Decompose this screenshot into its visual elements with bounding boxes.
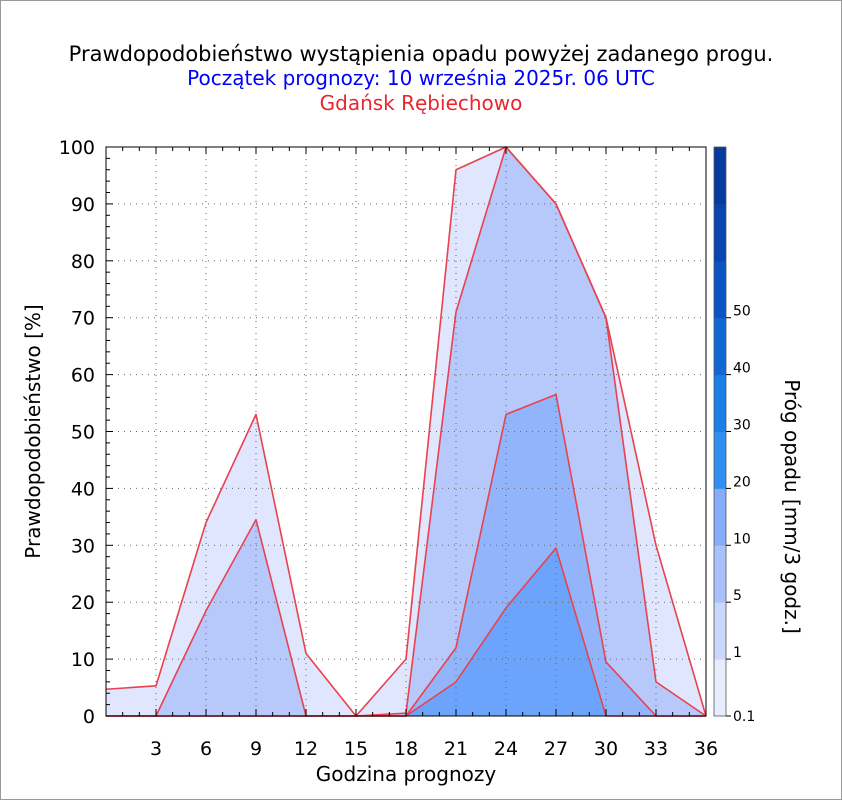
colorbar-tick-label: 1 <box>733 645 742 661</box>
y-axis-title: Prawdopodobieństwo [%] <box>21 304 45 558</box>
x-tick-label: 15 <box>344 738 368 760</box>
y-tick-label: 30 <box>71 535 95 557</box>
chart-title: Prawdopodobieństwo wystąpienia opadu pow… <box>68 42 774 66</box>
y-tick-label: 50 <box>71 422 95 444</box>
axes: 3 6 9 12 15 18 21 24 27 30 33 360102030405060708090… <box>59 137 718 760</box>
x-tick-label: 9 <box>250 738 262 760</box>
chart-subtitle: Początek prognozy: 10 września 2025r. 06… <box>187 66 655 90</box>
chart-location: Gdańsk Rębiechowo <box>319 91 523 115</box>
colorbar-segment <box>714 431 726 489</box>
colorbar-tick-label: 20 <box>733 474 751 490</box>
colorbar-tick-label: 50 <box>733 304 751 320</box>
y-tick-label: 20 <box>71 592 95 614</box>
colorbar-tick-label: 0.1 <box>733 709 755 725</box>
x-axis-title: Godzina prognozy <box>316 762 497 786</box>
colorbar-segment <box>714 147 726 205</box>
colorbar-segment <box>714 374 726 432</box>
x-tick-label: 21 <box>444 738 468 760</box>
x-tick-label: 27 <box>544 738 568 760</box>
colorbar-title: Próg opadu [mm/3 godz.] <box>780 379 804 634</box>
y-tick-label: 10 <box>71 649 95 671</box>
x-tick-label: 33 <box>644 738 668 760</box>
y-tick-label: 40 <box>71 478 95 500</box>
colorbar-segment <box>714 260 726 319</box>
colorbar-segment <box>714 659 726 717</box>
y-tick-label: 100 <box>59 137 95 159</box>
y-tick-label: 0 <box>83 706 95 728</box>
x-tick-label: 6 <box>200 738 212 760</box>
colorbar: 0.1 1 5 10 20 30 40 50 <box>713 146 755 725</box>
grid <box>106 147 706 716</box>
x-tick-label: 12 <box>294 738 318 760</box>
colorbar-tick-label: 30 <box>733 418 751 434</box>
colorbar-tick-label: 10 <box>733 531 751 547</box>
colorbar-segment <box>714 488 726 546</box>
colorbar-segment <box>714 602 726 660</box>
y-tick-label: 90 <box>71 194 95 216</box>
y-tick-label: 70 <box>71 308 95 330</box>
colorbar-segment <box>714 545 726 603</box>
area-threshold-10 <box>106 548 706 716</box>
x-tick-label: 24 <box>494 738 518 760</box>
y-tick-label: 80 <box>71 251 95 273</box>
colorbar-tick-label: 40 <box>733 361 751 377</box>
x-tick-label: 30 <box>594 738 618 760</box>
colorbar-segment <box>714 203 726 262</box>
x-tick-label: 3 <box>150 738 162 760</box>
colorbar-segment <box>714 317 726 376</box>
y-tick-label: 60 <box>71 365 95 387</box>
x-tick-label: 36 <box>694 738 718 760</box>
colorbar-tick-label: 5 <box>733 588 742 604</box>
x-tick-label: 18 <box>394 738 418 760</box>
